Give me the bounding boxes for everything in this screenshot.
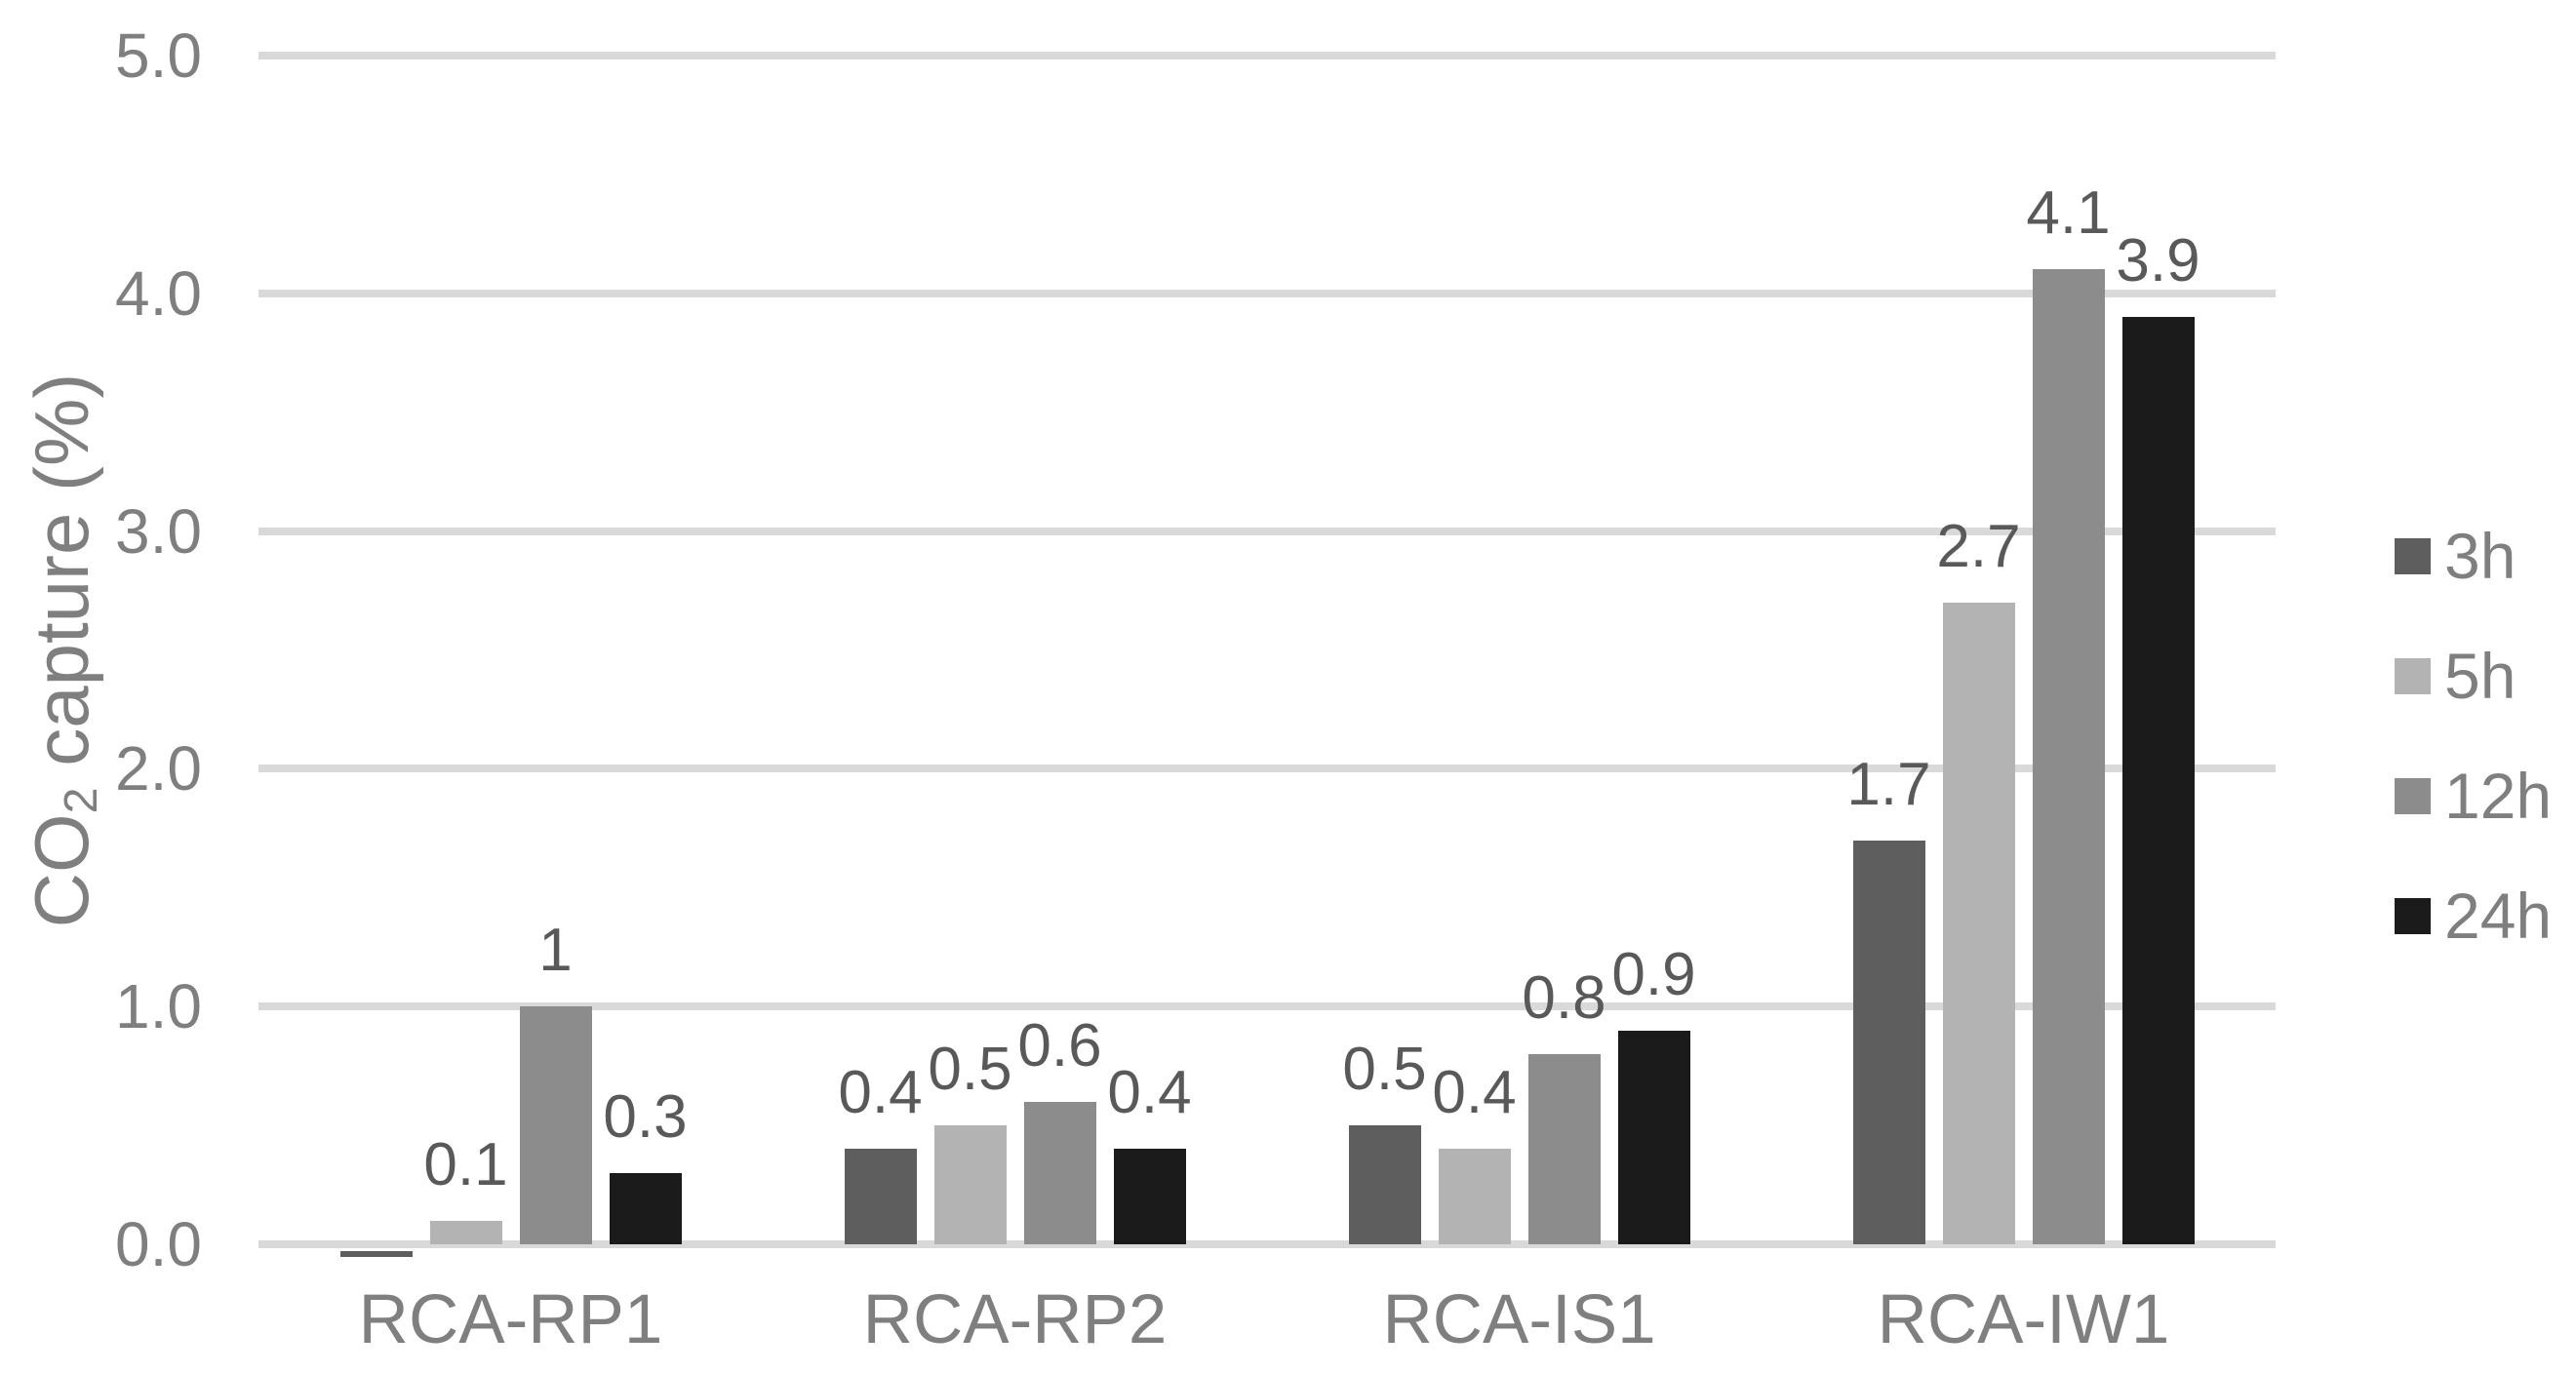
gridline-4.0 [258,289,2276,297]
bar-label-RCA-RP1-12h: 1 [538,917,573,985]
bar-label-RCA-RP2-5h: 0.5 [928,1036,1012,1104]
legend-item-3h: 3h [2395,524,2516,588]
bar-label-RCA-IS1-12h: 0.8 [1522,963,1606,1032]
legend-swatch-12h [2395,777,2431,814]
y-tick-3.0: 3.0 [115,495,202,567]
x-category-label-RCA-RP1: RCA-RP1 [358,1281,663,1358]
legend-swatch-5h [2395,657,2431,694]
legend-swatch-3h [2395,537,2431,574]
gridline-2.0 [258,765,2276,773]
bar-RCA-RP1-5h [429,1220,502,1244]
bar-RCA-IS1-24h [1617,1030,1690,1244]
bar-RCA-IS1-5h [1438,1149,1511,1244]
bar-label-RCA-RP2-24h: 0.4 [1107,1059,1192,1127]
y-tick-4.0: 4.0 [115,257,202,329]
bar-label-RCA-RP1-24h: 0.3 [603,1082,688,1151]
legend-label-5h: 5h [2444,640,2517,712]
bar-label-RCA-RP1-5h: 0.1 [423,1130,508,1198]
bar-label-RCA-IW1-3h: 1.7 [1846,750,1931,818]
x-category-label-RCA-IW1: RCA-IW1 [1877,1281,2170,1358]
bar-RCA-RP1-12h [519,1006,592,1244]
gridline-3.0 [258,527,2276,535]
bar-label-RCA-RP2-3h: 0.4 [838,1059,923,1127]
bar-RCA-IW1-24h [2121,317,2195,1244]
gridline-0.0 [258,1240,2276,1248]
legend-label-3h: 3h [2444,520,2517,592]
bar-label-RCA-RP2-12h: 0.6 [1017,1011,1102,1079]
legend-item-5h: 5h [2395,644,2516,708]
bar-label-RCA-IS1-3h: 0.5 [1342,1036,1427,1104]
gridline-5.0 [258,52,2276,59]
bar-RCA-RP2-24h [1113,1149,1186,1244]
plot-area: 0.1 1 0.3 0.4 0.5 0.6 0.4 0.5 0.4 0.8 0.9 1.7 2.7 4.1… [258,52,2276,1257]
y-tick-5.0: 5.0 [115,20,202,91]
bar-RCA-IW1-12h [2032,269,2105,1244]
y-tick-0.0: 0.0 [115,1209,202,1279]
legend-swatch-24h [2395,897,2431,934]
bar-label-RCA-IW1-12h: 4.1 [2026,179,2111,248]
legend-item-24h: 24h [2395,883,2552,948]
bar-label-RCA-IS1-24h: 0.9 [1611,940,1696,1008]
bar-RCA-RP1-24h [609,1172,682,1244]
bar-RCA-RP2-12h [1023,1101,1096,1244]
x-category-label-RCA-RP2: RCA-RP2 [862,1281,1168,1358]
bar-RCA-RP2-3h [844,1149,917,1244]
y-tick-1.0: 1.0 [115,971,202,1042]
bar-label-RCA-IS1-5h: 0.4 [1432,1059,1517,1127]
legend-label-24h: 24h [2444,880,2553,952]
bar-label-RCA-IW1-5h: 2.7 [1936,512,2021,580]
bar-RCA-RP2-5h [933,1125,1007,1244]
bar-label-RCA-IW1-24h: 3.9 [2116,227,2200,295]
gridline-1.0 [258,1002,2276,1011]
bar-RCA-IS1-12h [1527,1053,1601,1244]
bar-RCA-IS1-3h [1348,1125,1421,1244]
x-category-label-RCA-IS1: RCA-IS1 [1382,1281,1656,1358]
legend-label-12h: 12h [2444,760,2553,832]
legend-item-12h: 12h [2395,764,2552,828]
bar-RCA-RP1-3h [339,1251,413,1257]
bar-RCA-IW1-5h [1942,602,2015,1244]
bar-RCA-IW1-3h [1852,840,1925,1244]
y-axis-title: CO2 capture (%) [19,373,107,928]
y-tick-2.0: 2.0 [115,733,202,804]
